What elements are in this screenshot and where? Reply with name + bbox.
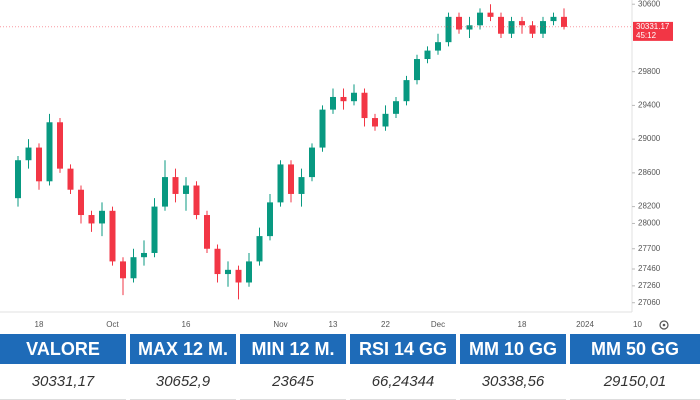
candle-body bbox=[172, 177, 179, 194]
candle-body bbox=[109, 210, 116, 262]
candle-body bbox=[435, 42, 441, 51]
candle-body bbox=[477, 12, 483, 26]
settings-icon[interactable] bbox=[659, 320, 669, 330]
table-header: MM 10 GG bbox=[460, 334, 566, 364]
candle-body bbox=[466, 25, 473, 30]
candle-body bbox=[162, 177, 168, 207]
chart: 27060 27260 27460 27700 28000 28200 28600 29000… bbox=[0, 0, 673, 330]
candle-body bbox=[57, 122, 63, 169]
x-tick-label: Dec bbox=[431, 320, 445, 329]
candle-body bbox=[204, 215, 210, 249]
x-tick-label: 18 bbox=[35, 320, 44, 329]
x-tick-label: 2024 bbox=[576, 320, 594, 329]
candle-body bbox=[288, 164, 294, 194]
price-tag-box bbox=[633, 21, 673, 41]
candle-body bbox=[193, 185, 200, 216]
x-tick-label: 22 bbox=[381, 320, 390, 329]
candle-body bbox=[88, 215, 95, 224]
y-tick-label: 28600 bbox=[638, 168, 661, 177]
candle-body bbox=[519, 21, 525, 26]
y-tick-label: 27700 bbox=[638, 244, 661, 253]
table-cell: 30331,17 bbox=[0, 364, 126, 400]
countdown: 45:12 bbox=[636, 31, 657, 40]
candle-body bbox=[351, 92, 357, 102]
table-cell: 66,24344 bbox=[350, 364, 456, 400]
candle-body bbox=[361, 92, 368, 119]
candle-body bbox=[15, 160, 21, 199]
candle-body bbox=[214, 248, 221, 275]
y-tick-label: 27460 bbox=[638, 264, 661, 273]
y-tick-label: 29000 bbox=[638, 134, 661, 143]
candle-body bbox=[141, 252, 147, 258]
candle-body bbox=[487, 12, 494, 17]
candle-body bbox=[498, 16, 504, 34]
candle-body bbox=[225, 269, 231, 275]
candle-body bbox=[246, 261, 252, 283]
y-tick-label: 27060 bbox=[638, 298, 661, 307]
stats-table: VALORE MAX 12 M. MIN 12 M. RSI 14 GG MM 10 G… bbox=[0, 334, 700, 400]
candle-body bbox=[67, 168, 74, 190]
candle-body bbox=[340, 96, 347, 102]
candle-body bbox=[372, 118, 378, 127]
y-tick-label: 28200 bbox=[638, 202, 661, 211]
y-tick-label: 29800 bbox=[638, 67, 661, 76]
table-header: RSI 14 GG bbox=[350, 334, 456, 364]
y-tick-label: 30600 bbox=[638, 0, 661, 8]
candle-body bbox=[267, 202, 273, 237]
candle-body bbox=[99, 210, 105, 224]
candle-body bbox=[424, 50, 431, 60]
candle-body bbox=[445, 16, 452, 43]
table-header: VALORE bbox=[0, 334, 126, 364]
candle-body bbox=[298, 177, 305, 194]
candle-body bbox=[151, 206, 158, 253]
table-cell: 29150,01 bbox=[570, 364, 700, 400]
candle-body bbox=[120, 261, 126, 279]
candle-body bbox=[550, 16, 557, 22]
price-tag: 30331.17 bbox=[636, 22, 670, 31]
candle-body bbox=[319, 109, 326, 148]
x-tick-label: 13 bbox=[329, 320, 338, 329]
candle-body bbox=[277, 164, 284, 203]
y-tick-label: 28000 bbox=[638, 219, 661, 228]
candle-body bbox=[540, 21, 546, 34]
candle-body bbox=[46, 122, 53, 182]
candle-body bbox=[393, 101, 399, 114]
y-tick-label: 29400 bbox=[638, 101, 661, 110]
candle-body bbox=[309, 147, 315, 178]
candle-body bbox=[183, 185, 189, 194]
table-cell: 23645 bbox=[240, 364, 346, 400]
candle-body bbox=[508, 21, 515, 34]
candle-body bbox=[256, 236, 263, 262]
candle-body bbox=[130, 257, 137, 279]
candle-body bbox=[382, 113, 389, 127]
candle-body bbox=[414, 59, 420, 81]
candle-body bbox=[529, 25, 536, 34]
x-tick-label: Nov bbox=[273, 320, 287, 329]
x-tick-label: 16 bbox=[182, 320, 191, 329]
candle-body bbox=[235, 269, 242, 283]
candle-body bbox=[36, 147, 42, 182]
table-header: MM 50 GG bbox=[570, 334, 700, 364]
x-tick-label: 10 bbox=[633, 320, 642, 329]
x-tick-label: Oct bbox=[106, 320, 119, 329]
candle-body bbox=[456, 16, 462, 30]
x-tick-label: 18 bbox=[518, 320, 527, 329]
candle-body bbox=[330, 96, 336, 110]
table-header: MIN 12 M. bbox=[240, 334, 346, 364]
table-header: MAX 12 M. bbox=[130, 334, 236, 364]
table-cell: 30652,9 bbox=[130, 364, 236, 400]
candle-body bbox=[78, 189, 84, 216]
candle-body bbox=[561, 16, 567, 27]
candle-body bbox=[403, 80, 410, 102]
candle-body bbox=[25, 147, 32, 161]
y-tick-label: 27260 bbox=[638, 281, 661, 290]
table-cell: 30338,56 bbox=[460, 364, 566, 400]
